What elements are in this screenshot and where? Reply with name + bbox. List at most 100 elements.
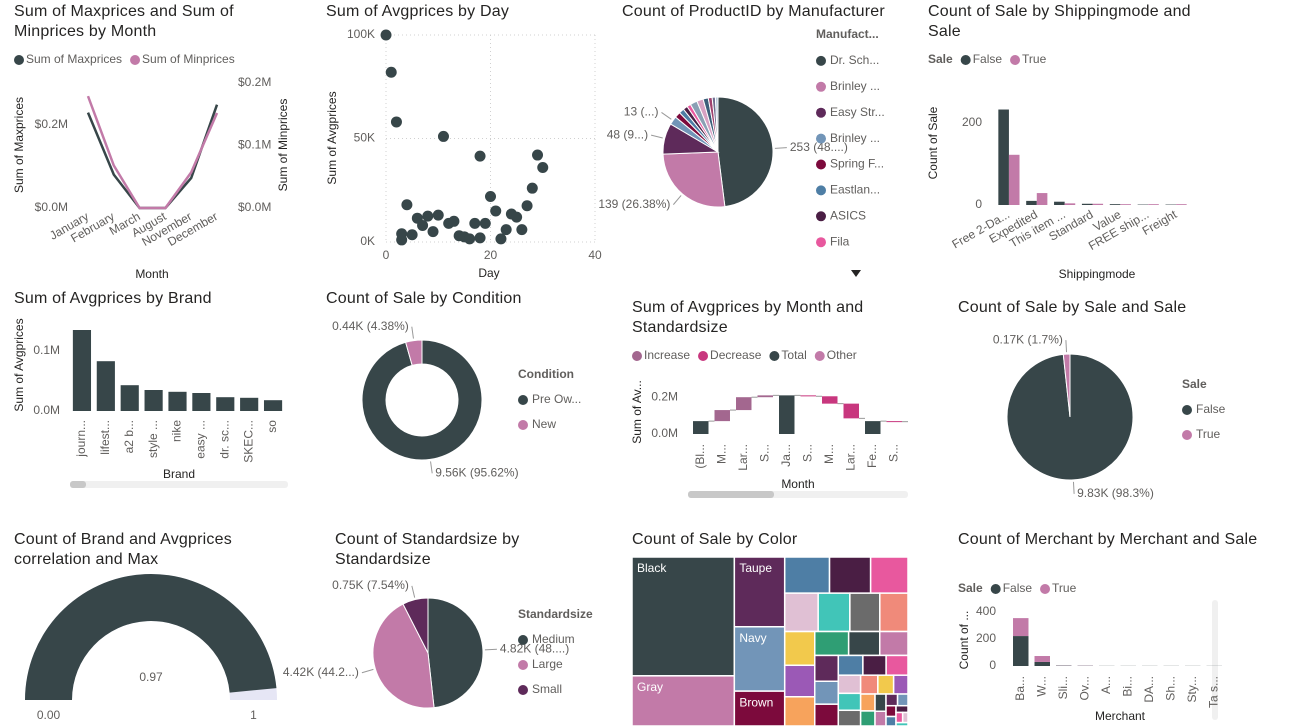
x-tick-label: Sli... <box>1056 676 1070 699</box>
chart-title: Count of Sale by Condition <box>326 290 522 307</box>
x-tick-label: Fe... <box>865 444 879 468</box>
x-tick-label: lifest... <box>98 420 112 455</box>
x-tick-label: S... <box>886 444 900 462</box>
x-tick-label: Sh... <box>1163 676 1177 701</box>
x-tick-label: S... <box>757 444 771 462</box>
legend-label: Other <box>827 348 857 362</box>
x-tick-label: style ... <box>146 420 160 458</box>
bar <box>1092 203 1104 205</box>
bar <box>1026 200 1037 205</box>
waterfall-bar <box>714 410 730 422</box>
data-label: 0.75K (7.54%) <box>332 578 409 592</box>
x-tick-label: DA... <box>1142 676 1156 703</box>
legend-title: Sale <box>928 52 953 66</box>
scatter-point <box>390 116 402 128</box>
y-tick-label: 400 <box>976 604 996 618</box>
x-tick-label: M... <box>822 444 836 464</box>
leader-line <box>484 648 497 651</box>
waterfall-bar <box>843 403 859 419</box>
leader-line <box>361 668 374 674</box>
gauge-value-label: 0.97 <box>139 670 163 684</box>
legend-scroll-arrow[interactable] <box>851 270 861 277</box>
x-axis-title: Day <box>478 266 499 280</box>
scatter-point <box>537 161 549 173</box>
data-label: 48 (9...) <box>607 127 648 141</box>
legend-marker <box>1010 55 1021 65</box>
legend-label: Eastlan... <box>830 183 880 197</box>
scatter-point <box>511 211 523 223</box>
scatter-point <box>479 217 491 229</box>
gauge-range-label: 0.00 <box>37 708 61 722</box>
chart-title: Count of Sale by Shippingmode and Sale <box>928 3 1191 40</box>
bar-segment <box>1013 618 1029 637</box>
bar <box>192 393 211 411</box>
bar <box>1120 204 1131 205</box>
y-axis-title: Sum of Avgprices <box>325 91 339 184</box>
treemap-tile <box>733 625 786 692</box>
scatter-point <box>448 215 460 227</box>
bar <box>1176 204 1187 205</box>
y-axis-title: Count of ... <box>957 611 971 670</box>
treemap-tile <box>847 630 881 657</box>
pie-slice <box>361 339 483 461</box>
legend-label: Dr. Sch... <box>830 53 879 67</box>
legend-label: Brinley ... <box>830 131 880 145</box>
chart-title: Sum of Avgprices by Brand <box>14 290 212 307</box>
bar-segment <box>1034 661 1050 666</box>
waterfall-bar <box>822 396 838 404</box>
x-tick-label: journ... <box>74 420 88 458</box>
scatter-point <box>417 219 429 231</box>
x-tick-label: nike <box>170 420 184 442</box>
treemap-tile <box>837 692 862 712</box>
scatter-point <box>437 130 449 142</box>
y-axis-title: Sum of Av... <box>630 380 644 444</box>
tile-label: Navy <box>739 631 766 645</box>
treemap-tile <box>783 592 819 633</box>
chart-title: Count of Standardsize by Standardsize <box>335 531 520 568</box>
bar-segment <box>1034 656 1050 662</box>
scatter-point <box>490 205 502 217</box>
scrollbar-thumb[interactable] <box>688 491 774 498</box>
leader-line <box>1065 340 1068 353</box>
pie-slice <box>1062 353 1071 418</box>
leader-line <box>411 585 416 598</box>
scatter-point <box>401 199 413 211</box>
x-tick-label: Ta s... <box>1206 676 1220 708</box>
chart-title: Sum of Avgprices by Month and Standardsi… <box>632 299 864 336</box>
legend-label: Spring F... <box>830 157 884 171</box>
leader-line <box>650 134 663 139</box>
chart-title: Count of Sale by Sale and Sale <box>958 299 1187 316</box>
scatter-point <box>521 200 533 212</box>
treemap-tile <box>885 693 899 707</box>
waterfall-bar <box>779 395 795 434</box>
bar <box>263 400 283 411</box>
treemap-tile <box>783 556 831 594</box>
legend-label: True <box>1022 52 1047 66</box>
y-tick-label: 0.0M <box>33 403 60 417</box>
leader-line <box>774 147 787 149</box>
legend-marker <box>816 185 826 196</box>
treemap-tile <box>879 592 909 633</box>
data-label: 4.42K (44.2...) <box>283 665 359 679</box>
gauge-range-label: 1 <box>250 708 257 722</box>
bar-segment <box>1013 636 1029 666</box>
scrollbar-thumb[interactable] <box>70 481 86 488</box>
chart-title: Count of Brand and Avgprices correlation… <box>14 531 232 568</box>
chart-title: Sum of Avgprices by Day <box>326 3 510 20</box>
pie-slice <box>405 339 423 366</box>
scatter-point <box>427 226 439 238</box>
pie-slice <box>717 96 774 208</box>
waterfall-bar <box>800 395 816 397</box>
bar <box>1036 193 1048 205</box>
treemap-tile <box>896 693 909 707</box>
legend-label: False <box>973 52 1003 66</box>
x-axis-title: Month <box>781 477 814 491</box>
legend-label: Easy Str... <box>830 105 885 119</box>
pie-slice <box>662 151 726 208</box>
bar <box>120 385 139 411</box>
scatter-point <box>526 182 538 194</box>
legend-title: Manufact... <box>816 27 879 41</box>
x-tick-label: SKEC... <box>241 420 255 463</box>
legend-label: Increase <box>644 348 690 362</box>
